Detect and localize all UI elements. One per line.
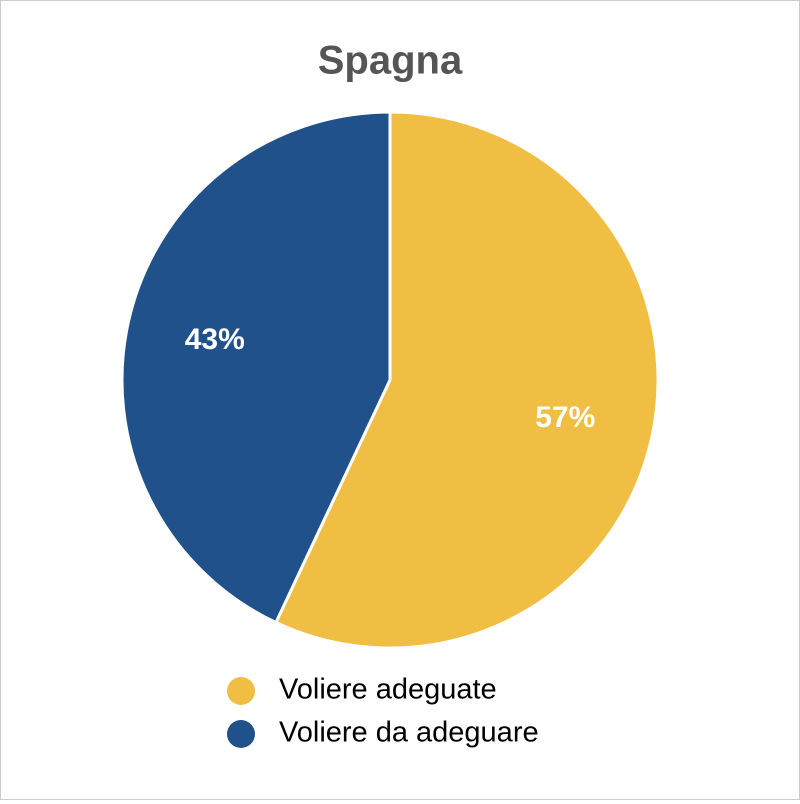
legend-label: Voliere adeguate [279, 674, 497, 706]
legend-marker [227, 677, 255, 705]
data-label: 43% [185, 323, 245, 356]
legend-label: Voliere da adeguare [279, 717, 539, 749]
pie-slice [120, 110, 392, 625]
legend-marker [227, 720, 255, 748]
data-label: 57% [535, 401, 595, 434]
pie-slice [273, 110, 660, 650]
chart-title: Spagna [318, 39, 463, 83]
